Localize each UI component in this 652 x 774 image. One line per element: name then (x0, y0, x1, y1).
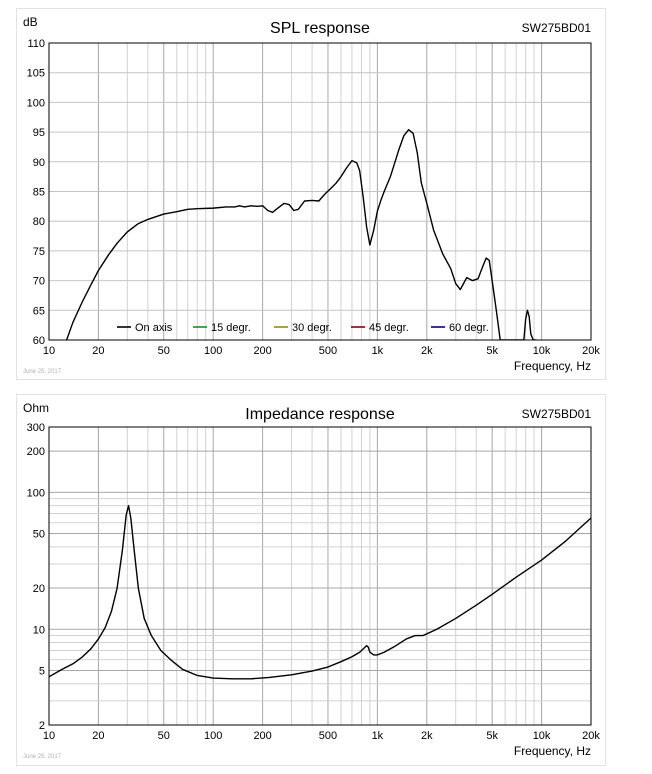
spl-y-tick-80: 80 (33, 216, 45, 228)
spl-x-tick-500: 500 (319, 345, 337, 357)
imp-y-tick-300: 300 (27, 422, 45, 434)
impedance-date-note: June 25, 2017 (23, 754, 62, 760)
imp-x-tick-100: 100 (204, 730, 222, 742)
imp-series-0-line (49, 504, 591, 680)
impedance-model-label: SW275BD01 (522, 407, 592, 421)
imp-x-tick-500: 500 (319, 730, 337, 742)
impedance-y-axis-label: Ohm (23, 401, 49, 415)
spl-y-tick-110: 110 (27, 38, 45, 50)
impedance-tick-labels: 10 20 50 100 200 500 1k 2k 5k 10k 20k 2 5 10 20 50 100 20… (27, 422, 601, 742)
imp-y-tick-20: 20 (33, 583, 45, 595)
spl-x-tick-5k: 5k (486, 345, 498, 357)
spl-series-on-axis-line (65, 129, 537, 340)
imp-y-tick-2: 2 (39, 720, 45, 732)
spl-y-tick-95: 95 (33, 127, 45, 139)
legend-item-30-degr: 30 degr. (274, 322, 332, 334)
imp-y-tick-5: 5 (39, 666, 45, 678)
imp-y-tick-200: 200 (27, 446, 45, 458)
legend-label-15-degr: 15 degr. (211, 322, 251, 334)
spl-y-tick-90: 90 (33, 157, 45, 169)
imp-x-tick-5k: 5k (486, 730, 498, 742)
spl-y-tick-105: 105 (27, 68, 45, 80)
spl-date-note: June 25, 2017 (23, 369, 62, 375)
spl-x-tick-50: 50 (158, 345, 170, 357)
spl-y-tick-75: 75 (33, 246, 45, 258)
spl-x-tick-20k: 20k (582, 345, 600, 357)
legend-item-15-degr: 15 degr. (193, 322, 251, 334)
spl-chart-title: SPL response (270, 20, 370, 37)
imp-x-tick-200: 200 (253, 730, 271, 742)
imp-x-tick-10k: 10k (533, 730, 551, 742)
spl-y-axis-label: dB (23, 15, 38, 29)
spl-x-tick-1k: 1k (372, 345, 384, 357)
legend-item-on-axis: On axis (117, 322, 173, 334)
imp-x-tick-20: 20 (92, 730, 104, 742)
spl-x-tick-2k: 2k (421, 345, 433, 357)
spl-y-tick-65: 65 (33, 305, 45, 317)
spl-x-tick-20: 20 (92, 345, 104, 357)
imp-x-tick-2k: 2k (421, 730, 433, 742)
impedance-response-chart: 10 20 50 100 200 500 1k 2k 5k 10k 20k 2 5 10 20 50 100 20… (23, 401, 601, 760)
impedance-chart-title: Impedance response (245, 406, 395, 423)
imp-x-tick-50: 50 (158, 730, 170, 742)
spl-x-tick-10: 10 (43, 345, 55, 357)
imp-x-tick-10: 10 (43, 730, 55, 742)
impedance-plot-frame (48, 426, 592, 726)
legend-item-45-degr: 45 degr. (351, 322, 409, 334)
spl-response-panel: 10 20 50 100 200 500 1k 2k 5k 10k 20k 60 65 70 75 80 85 9… (16, 8, 606, 380)
impedance-response-panel: 10 20 50 100 200 500 1k 2k 5k 10k 20k 2 5 10 20 50 100 20… (16, 394, 606, 766)
spl-grid (48, 42, 592, 341)
legend-item-60-degr: 60 degr. (431, 322, 489, 334)
spl-x-axis-label: Frequency, Hz (514, 359, 591, 373)
spl-y-tick-100: 100 (27, 97, 45, 109)
spl-x-tick-200: 200 (253, 345, 271, 357)
spl-tick-labels: 10 20 50 100 200 500 1k 2k 5k 10k 20k 60 65 70 75 80 85 9… (27, 38, 601, 357)
imp-y-tick-10: 10 (33, 624, 45, 636)
imp-y-tick-50: 50 (33, 529, 45, 541)
imp-x-tick-20k: 20k (582, 730, 600, 742)
imp-y-tick-100: 100 (27, 487, 45, 499)
spl-legend: On axis 15 degr. 30 degr. 45 degr. 60 degr. (117, 322, 489, 334)
spl-y-tick-70: 70 (33, 276, 45, 288)
spl-x-tick-100: 100 (204, 345, 222, 357)
spl-response-chart: 10 20 50 100 200 500 1k 2k 5k 10k 20k 60 65 70 75 80 85 9… (23, 15, 601, 375)
legend-label-60-degr: 60 degr. (449, 322, 489, 334)
impedance-grid (48, 426, 592, 726)
legend-label-45-degr: 45 degr. (369, 322, 409, 334)
imp-x-tick-1k: 1k (372, 730, 384, 742)
legend-label-30-degr: 30 degr. (292, 322, 332, 334)
spl-x-tick-10k: 10k (533, 345, 551, 357)
legend-label-on-axis: On axis (135, 322, 173, 334)
spl-y-tick-85: 85 (33, 187, 45, 199)
spl-plot-frame (48, 42, 592, 341)
spl-y-tick-60: 60 (33, 335, 45, 347)
spl-model-label: SW275BD01 (522, 21, 592, 35)
impedance-x-axis-label: Frequency, Hz (514, 744, 591, 758)
